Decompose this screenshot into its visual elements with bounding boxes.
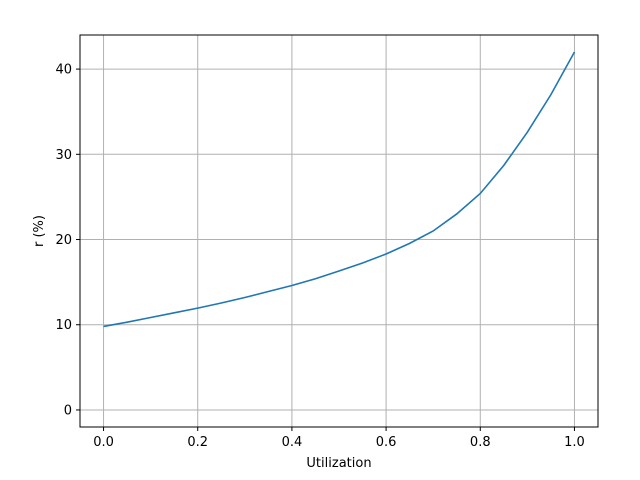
y-tick-label: 0 bbox=[64, 403, 72, 418]
y-tick-label: 10 bbox=[55, 318, 72, 333]
plot-frame bbox=[79, 34, 599, 428]
x-tick-label: 0.8 bbox=[470, 435, 491, 450]
x-tick-label: 0.6 bbox=[376, 435, 397, 450]
y-tick-label: 40 bbox=[55, 63, 72, 78]
x-axis-label: Utilization bbox=[306, 456, 371, 471]
y-axis: 0 10 20 30 40 bbox=[55, 63, 80, 418]
x-tick-label: 0.0 bbox=[93, 435, 114, 450]
series-layer bbox=[103, 51, 576, 328]
x-tick-label: 0.2 bbox=[187, 435, 208, 450]
y-tick-label: 30 bbox=[55, 148, 72, 163]
x-tick-label: 0.4 bbox=[282, 435, 303, 450]
x-axis: 0.0 0.2 0.4 0.6 0.8 1.0 bbox=[93, 427, 585, 450]
x-tick-label: 1.0 bbox=[564, 435, 585, 450]
series-line bbox=[103, 51, 576, 328]
y-tick-label: 20 bbox=[55, 233, 72, 248]
y-axis-label: r (%) bbox=[32, 215, 47, 247]
